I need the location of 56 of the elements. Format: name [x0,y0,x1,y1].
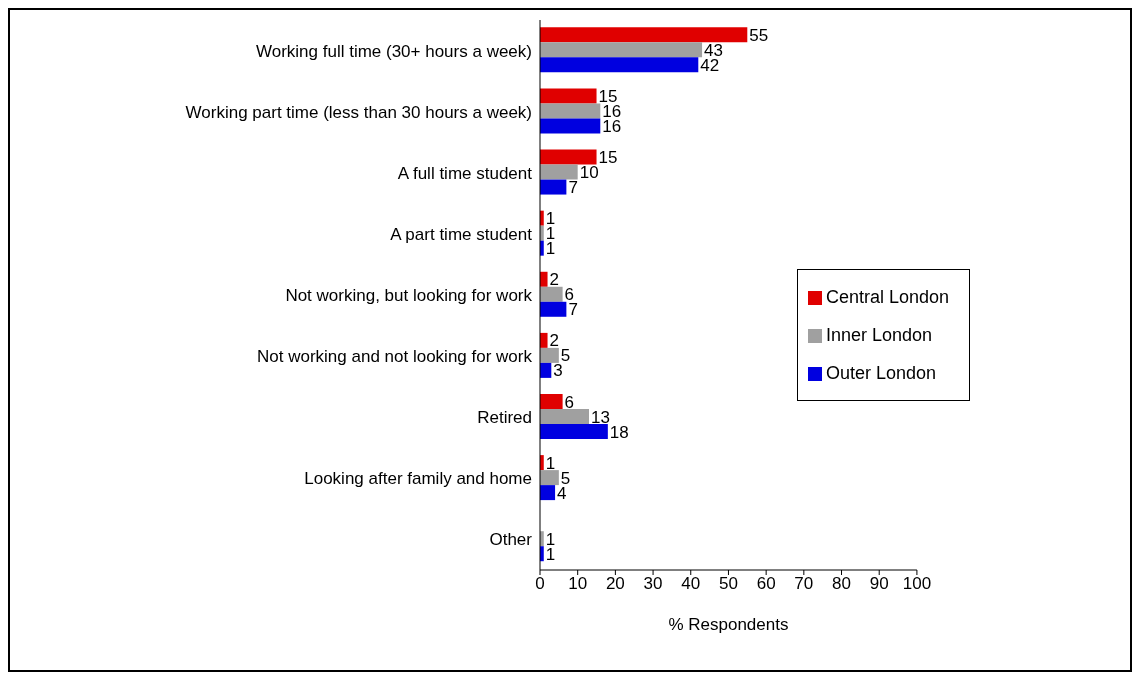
bar [540,103,601,119]
y-tick-label: Retired [477,408,532,428]
bar [540,271,548,287]
bar [540,332,548,348]
data-label: 13 [591,407,610,427]
bar [540,424,608,439]
y-tick-label: Not working and not looking for work [257,347,533,367]
data-label: 3 [553,361,563,381]
y-tick-label: A full time student [397,163,533,183]
y-tick-label: Looking after family and home [304,469,532,489]
y-tick-label: Not working, but looking for work [285,286,533,306]
x-tick-label: 30 [643,574,663,594]
x-tick-label: 70 [794,574,814,594]
bar [540,409,589,424]
legend-label: Central London [825,287,949,307]
bar [540,301,567,317]
x-tick-label: 90 [869,574,889,594]
x-tick-label: 50 [718,574,738,594]
y-tick-label: Other [489,530,533,550]
data-label: 10 [579,163,599,183]
x-tick-label: 10 [568,574,588,594]
y-tick-label: A part time student [390,224,533,244]
bar [540,118,601,134]
x-tick-label: 0 [535,574,545,594]
bar [540,394,563,409]
y-tick-label: Working full time (30+ hours a week) [255,41,532,61]
x-tick-label: 80 [832,574,851,594]
x-tick-label: 20 [605,574,625,594]
data-label: 6 [564,392,575,412]
legend-label: Inner London [825,325,932,345]
data-label: 2 [549,270,560,290]
x-axis-title: % Respondents [668,615,789,634]
bar [540,286,563,302]
data-label: 15 [598,148,618,168]
x-tick-label: 40 [681,574,701,594]
data-label: 18 [609,422,629,442]
legend-label: Outer London [825,363,936,383]
data-label: 7 [568,178,578,198]
y-tick-label: Working part time (less than 30 hours a week) [185,102,532,122]
x-tick-label: 60 [756,574,776,594]
bar [540,27,748,43]
bar [540,149,597,165]
data-label: 55 [749,25,769,45]
data-label: 7 [568,300,578,320]
bar [540,485,556,501]
data-label: 1 [545,453,556,473]
bar [540,179,567,195]
bar [540,347,559,363]
x-tick-label: 100 [902,574,932,594]
data-label: 2 [549,331,560,351]
data-label: 1 [545,239,556,259]
bar [540,470,559,486]
bar [540,57,699,73]
bar [540,164,578,180]
bar [540,88,597,104]
bar [540,42,703,58]
